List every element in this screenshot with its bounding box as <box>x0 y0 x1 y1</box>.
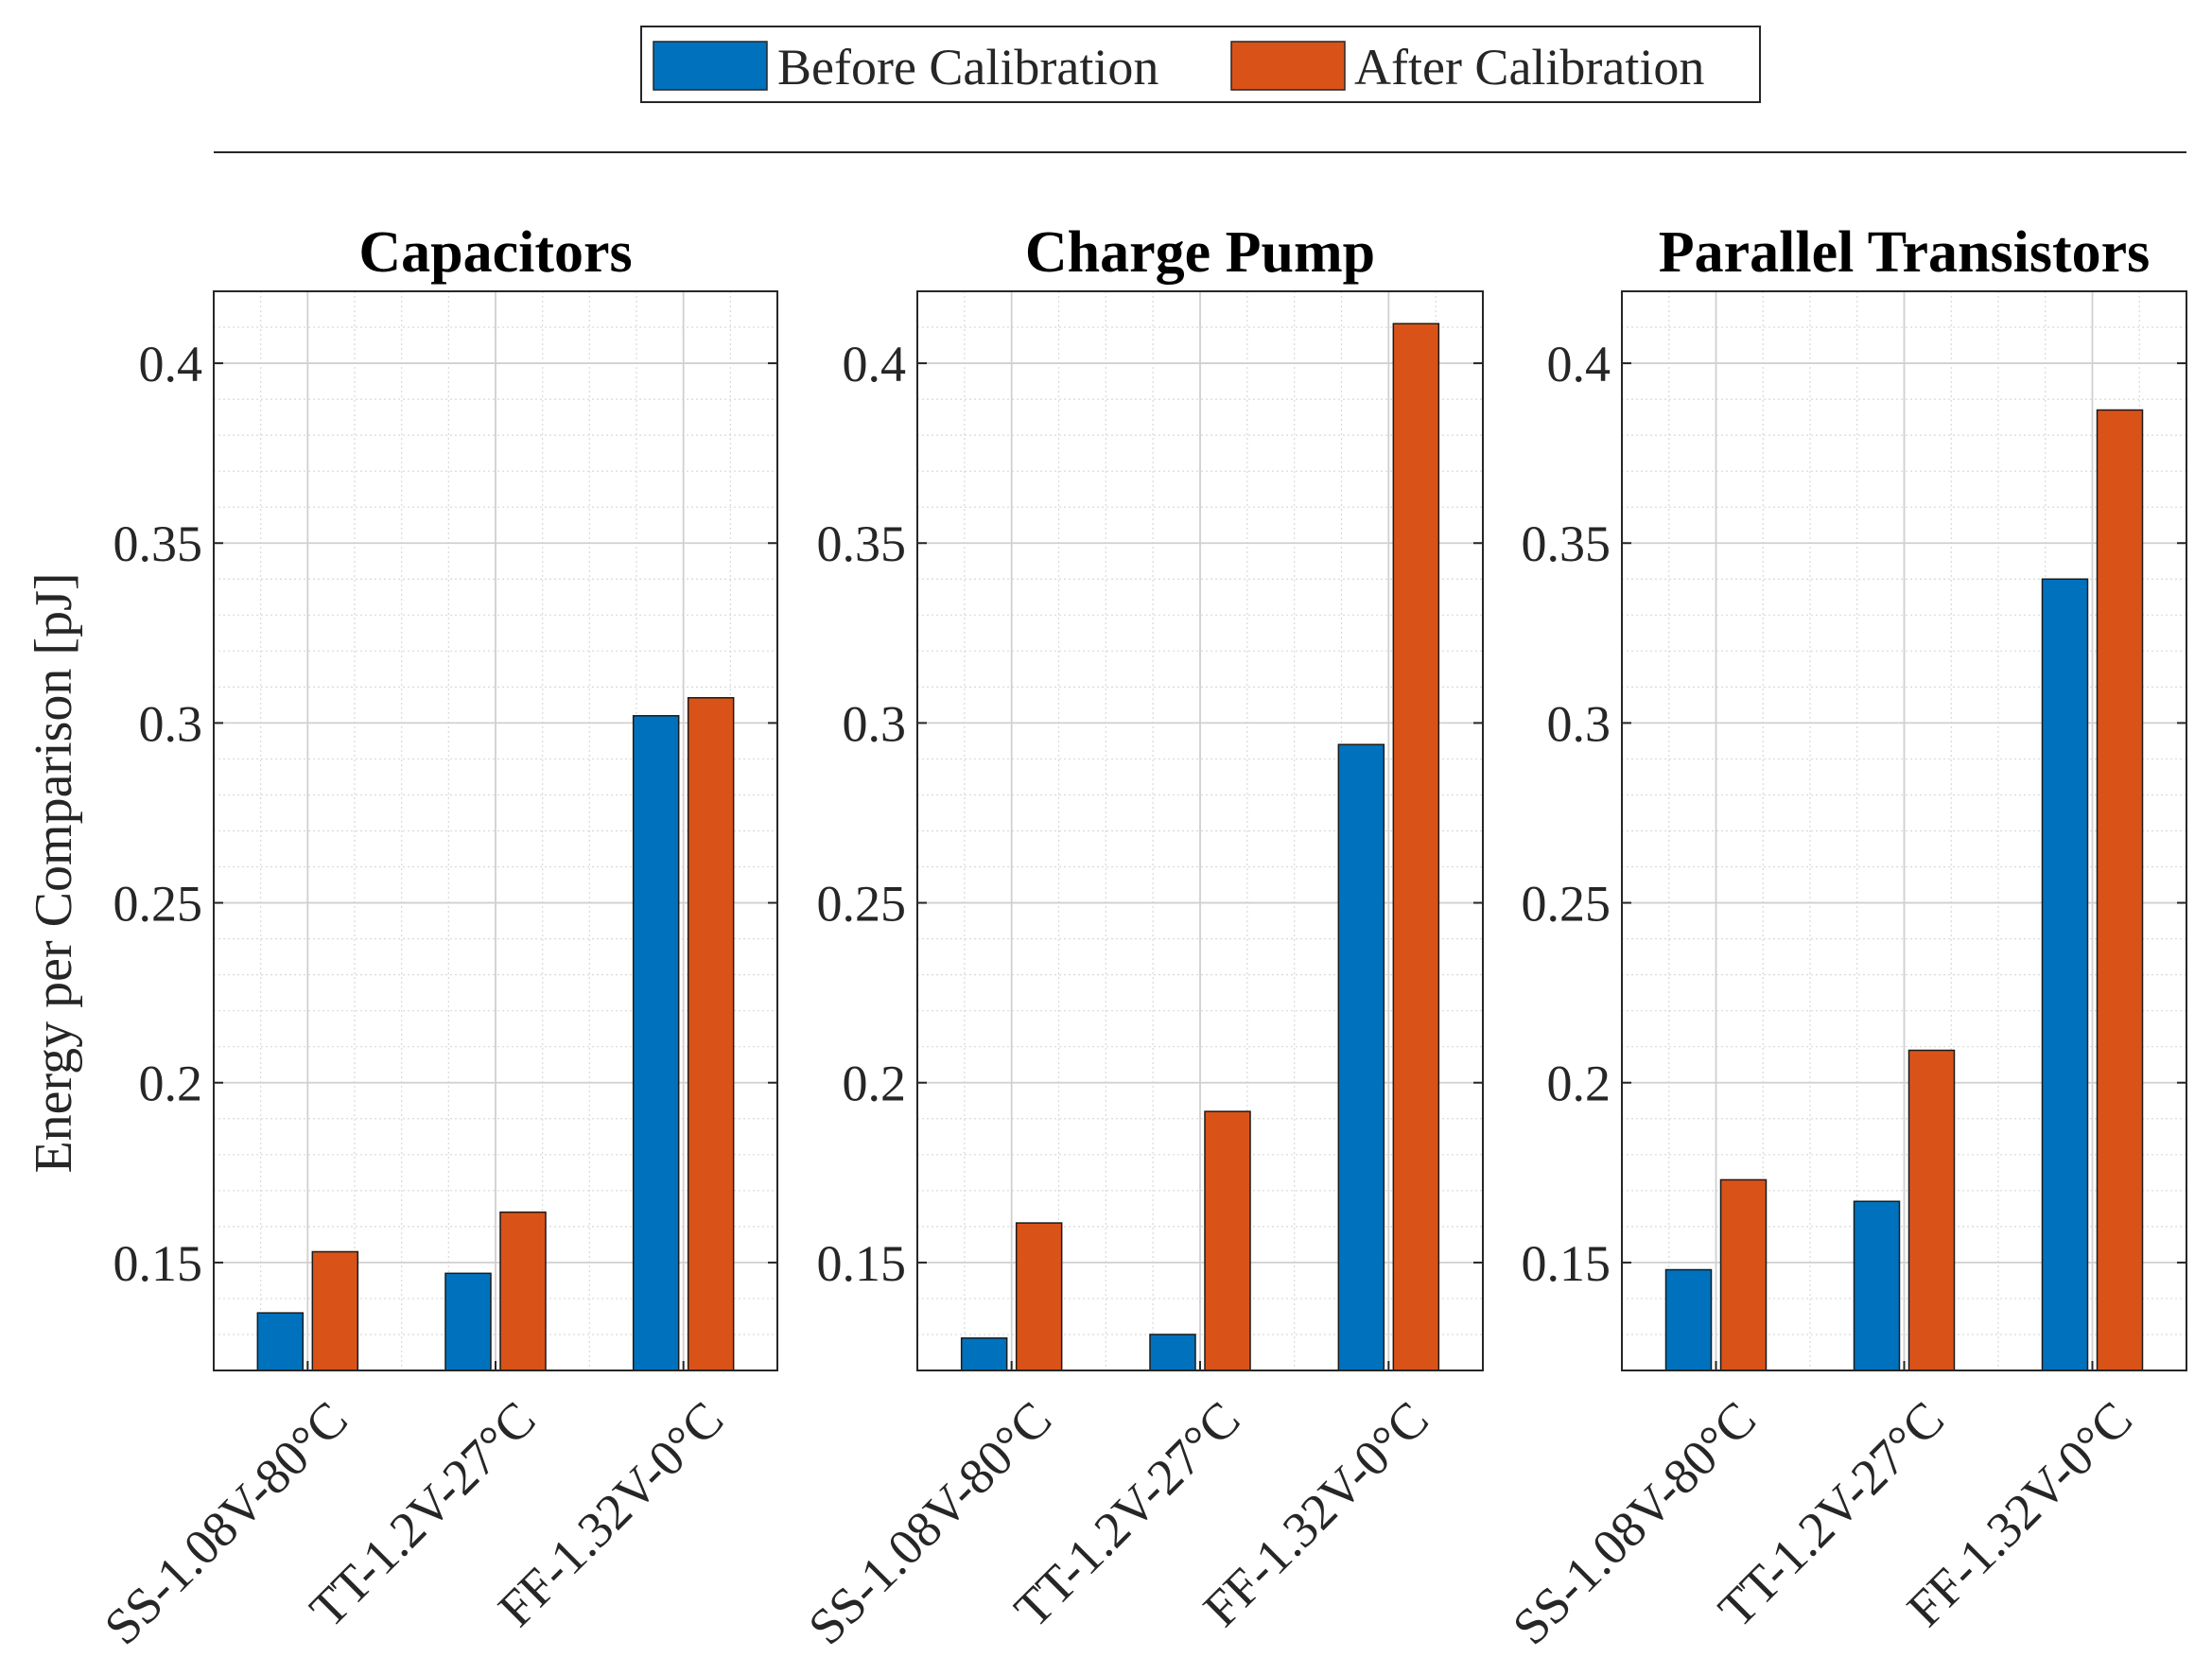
y-tick-label: 0.35 <box>113 515 203 572</box>
y-tick-label: 0.15 <box>1522 1235 1611 1292</box>
y-tick-label: 0.25 <box>817 876 907 933</box>
y-tick-label: 0.35 <box>1522 515 1611 572</box>
major-grid <box>1622 291 2186 1370</box>
bars <box>960 323 1440 1371</box>
bar-before-3 <box>632 715 680 1371</box>
y-tick-label: 0.35 <box>817 515 907 572</box>
y-ticks: 0.15 0.2 0.25 0.3 0.35 0.4 <box>1522 336 2186 1292</box>
bar-before-3 <box>1337 743 1385 1371</box>
bar-before-3 <box>2041 578 2089 1371</box>
legend-box <box>640 26 1761 103</box>
y-tick-label: 0.4 <box>139 336 203 393</box>
subplot-title: Charge Pump <box>1025 220 1375 285</box>
major-grid <box>214 291 777 1370</box>
subplot-title: Parallel Transistors <box>1659 220 2151 285</box>
y-tick-label: 0.15 <box>817 1235 907 1292</box>
y-tick-label: 0.15 <box>113 1235 203 1292</box>
bar-before-1 <box>960 1337 1008 1371</box>
y-tick-label: 0.2 <box>1547 1056 1611 1112</box>
subplot-charge-pump: 0.150.20.250.30.350.4 SS-1.08V-80°CTT-1.… <box>797 220 1484 1655</box>
y-ticks: 0.15 0.2 0.25 0.3 0.35 0.4 <box>817 336 1483 1292</box>
legend-label-after: After Calibration <box>1354 39 1704 96</box>
bar-after-1 <box>1719 1178 1768 1371</box>
bar-before-2 <box>1853 1200 1901 1371</box>
major-grid <box>917 291 1483 1370</box>
bar-after-3 <box>1392 323 1440 1371</box>
bar-after-2 <box>1907 1049 1956 1371</box>
bar-after-3 <box>687 697 735 1371</box>
y-tick-label: 0.2 <box>843 1056 907 1112</box>
y-tick-label: 0.25 <box>1522 876 1611 933</box>
bar-before-1 <box>256 1312 305 1371</box>
legend-label-before: Before Calibration <box>777 39 1158 96</box>
bar-before-1 <box>1664 1268 1713 1371</box>
bar-after-2 <box>1204 1110 1251 1371</box>
legend: Before Calibration After Calibration <box>640 26 1761 103</box>
bar-after-3 <box>2096 409 2144 1371</box>
y-tick-label: 0.3 <box>843 695 907 752</box>
y-ticks: 0.15 0.2 0.25 0.3 0.35 0.4 <box>113 336 777 1292</box>
y-tick-label: 0.3 <box>1547 695 1611 752</box>
bar-before-2 <box>444 1272 492 1371</box>
bar-after-2 <box>499 1211 547 1371</box>
y-tick-label: 0.25 <box>113 876 203 933</box>
bar-after-1 <box>311 1250 359 1371</box>
y-tick-label: 0.4 <box>1547 336 1611 393</box>
bar-before-2 <box>1149 1334 1196 1371</box>
legend-swatch-after <box>1230 41 1346 91</box>
y-tick-label: 0.3 <box>139 695 203 752</box>
legend-swatch-before <box>653 41 768 91</box>
y-axis-label: Energy per Comparison [pJ] <box>25 572 83 1173</box>
y-tick-label: 0.4 <box>843 336 907 393</box>
y-tick-label: 0.2 <box>139 1056 203 1112</box>
bar-after-1 <box>1015 1222 1063 1371</box>
bars <box>256 697 735 1371</box>
subplot-title: Capacitors <box>358 220 632 285</box>
